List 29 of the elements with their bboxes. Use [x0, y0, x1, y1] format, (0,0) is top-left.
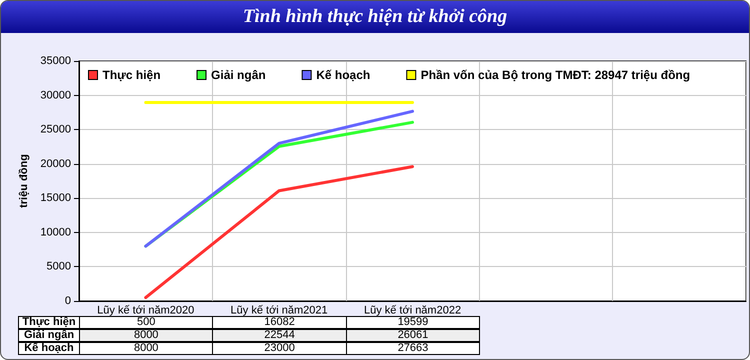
- x-tick-label: Lũy kế tới năm2022: [364, 304, 462, 316]
- data-label: 19599: [346, 316, 480, 329]
- y-tick-label: 0: [64, 295, 71, 307]
- x-tick-label: Lũy kế tới năm2020: [97, 304, 194, 316]
- legend-label: Phần vốn của Bộ trong TMĐT: 28947 triệu đồng: [420, 68, 690, 82]
- data-label: 23000: [212, 342, 347, 355]
- legend-label: Kế hoạch: [316, 68, 370, 82]
- data-label: 26061: [346, 329, 480, 342]
- y-tick-label: 20000: [40, 158, 71, 170]
- data-label: 8000: [79, 342, 214, 355]
- y-tick-label: 5000: [46, 260, 71, 273]
- data-label: 8000: [79, 329, 214, 342]
- y-tick-label: 35000: [40, 55, 71, 67]
- x-tick-label: Lũy kế tới năm2021: [230, 304, 328, 316]
- y-tick-label: 30000: [40, 89, 71, 102]
- text: Giải ngân: [24, 329, 74, 341]
- legend-label: Thực hiện: [102, 68, 161, 82]
- legend-label: Giải ngân: [211, 68, 266, 82]
- data-label: 27663: [346, 342, 480, 355]
- text: Thực hiện: [22, 316, 76, 328]
- text: Kế hoạch: [24, 342, 74, 354]
- y-tick-label: 15000: [40, 192, 71, 204]
- data-label: 500: [79, 316, 214, 329]
- y-tick-label: 25000: [40, 124, 71, 136]
- data-label: 22544: [212, 329, 347, 342]
- data-label: 16082: [212, 316, 347, 329]
- chart-title: Tình hình thực hiện từ khởi công: [1, 1, 749, 33]
- y-axis-title: triệu đồng: [18, 154, 30, 208]
- y-tick-label: 10000: [40, 226, 71, 238]
